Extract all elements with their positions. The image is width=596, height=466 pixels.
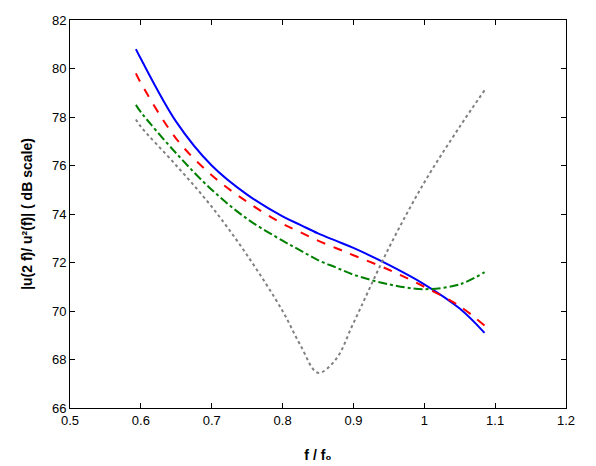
svg-text:74: 74	[52, 207, 66, 222]
svg-text:1: 1	[421, 413, 428, 428]
svg-text:78: 78	[52, 110, 66, 125]
svg-text:f / f₀: f / f₀	[304, 447, 331, 463]
svg-text:1.2: 1.2	[557, 413, 575, 428]
svg-text:|u(2 f)/ u²(f)| ( dB scale): |u(2 f)/ u²(f)| ( dB scale)	[19, 138, 35, 290]
svg-text:72: 72	[52, 255, 66, 270]
svg-text:0.6: 0.6	[132, 413, 150, 428]
svg-text:68: 68	[52, 352, 66, 367]
svg-text:82: 82	[52, 13, 66, 28]
svg-text:76: 76	[52, 158, 66, 173]
svg-text:0.9: 0.9	[344, 413, 362, 428]
svg-text:0.7: 0.7	[203, 413, 221, 428]
svg-text:1.1: 1.1	[486, 413, 504, 428]
svg-text:70: 70	[52, 304, 66, 319]
svg-text:0.5: 0.5	[61, 413, 79, 428]
svg-text:66: 66	[52, 401, 66, 416]
svg-text:0.8: 0.8	[274, 413, 292, 428]
svg-text:80: 80	[52, 61, 66, 76]
